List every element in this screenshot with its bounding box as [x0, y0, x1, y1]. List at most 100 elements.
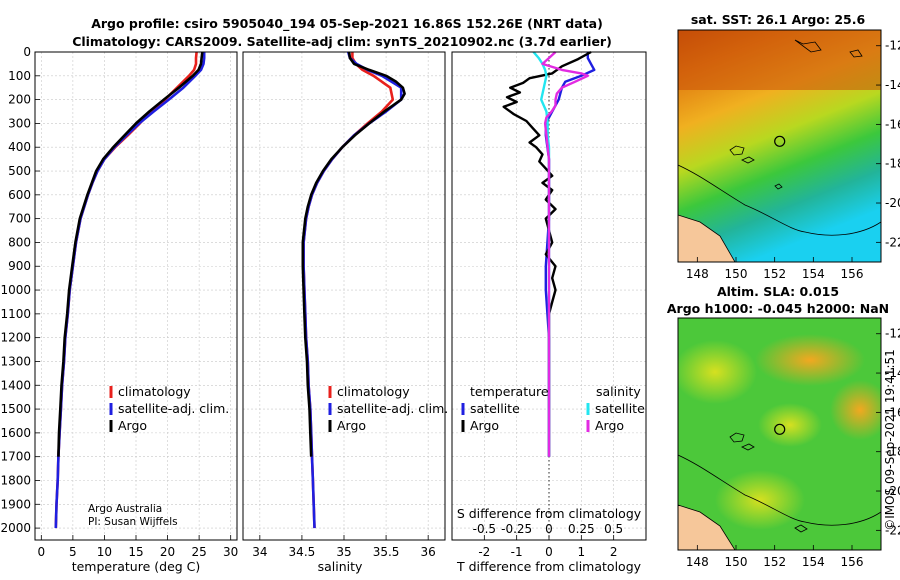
sla-float-marker [774, 423, 786, 435]
y-tick-label: 1900 [0, 497, 31, 511]
series-t-argo [502, 50, 592, 457]
salinity-grid [243, 51, 445, 540]
sla-high-5 [715, 470, 805, 530]
y-tick-label: 800 [8, 235, 31, 249]
s-tick-label: 0.25 [568, 522, 595, 536]
s-difference-x-ticks: -0.5 -0.25 0 0.25 0.5 [473, 522, 624, 536]
sla-map-title-1: Altim. SLA: 0.015 [717, 284, 839, 299]
sst-map-frame [677, 29, 882, 263]
sla-high-3 [830, 380, 881, 440]
sst-map: sat. SST: 26.1 Argo: 25.6 148 150 152 154 15… [677, 12, 900, 281]
lat-tick-label: -16 [885, 405, 900, 419]
legend-climatology-label: climatology [337, 384, 410, 399]
x-tick-label: 5 [69, 545, 77, 559]
temperature-x-label: temperature (deg C) [72, 559, 201, 574]
depth-y-ticks: 0 100 200 300 400 500 600 700 800 900 1000 1100 1200… [0, 45, 40, 535]
y-tick-label: 700 [8, 212, 31, 226]
x-tick-label: 25 [191, 545, 206, 559]
s-tick-label: -0.25 [501, 522, 532, 536]
salinity-panel: 34 34.5 35 35.5 36 salinity climatology sate… [242, 51, 448, 574]
difference-legend: temperature satellite Argo salinity sate… [461, 384, 645, 433]
salinity-x-ticks: 34 34.5 35 35.5 36 [252, 535, 436, 559]
lat-tick-label: -20 [885, 484, 900, 498]
lon-tick-label: 156 [841, 555, 864, 569]
y-tick-label: 300 [8, 116, 31, 130]
x-tick-label: -2 [478, 545, 490, 559]
y-tick-label: 1700 [0, 450, 31, 464]
lat-tick-label: -18 [885, 445, 900, 459]
y-tick-label: 1300 [0, 354, 31, 368]
s-tick-label: 0.5 [604, 522, 623, 536]
x-tick-label: 1 [578, 545, 586, 559]
sla-map-title-2: Argo h1000: -0.045 h2000: NaN [667, 301, 889, 316]
temperature-series [54, 51, 206, 529]
x-tick-label: 34.5 [289, 545, 316, 559]
series-t-satellite [544, 52, 596, 457]
lon-tick-label: 152 [763, 267, 786, 281]
series-argo [301, 51, 406, 457]
t-difference-x-ticks: -2 -1 0 1 2 [478, 535, 617, 559]
lat-tick-label: -22 [885, 523, 900, 537]
x-tick-label: 35 [336, 545, 351, 559]
lon-tick-label: 150 [725, 555, 748, 569]
lon-tick-label: 152 [763, 555, 786, 569]
y-tick-label: 100 [8, 69, 31, 83]
y-tick-label: 1500 [0, 402, 31, 416]
lat-tick-label: -12 [885, 39, 900, 53]
sst-land [678, 214, 736, 262]
legend-s-satellite-label: satellite [595, 401, 645, 416]
difference-panel: -2 -1 0 1 2 -0.5 -0.25 0 0.25 0.5 T difference f… [451, 50, 647, 574]
x-tick-label: -1 [511, 545, 523, 559]
difference-series [502, 50, 596, 457]
sst-shelf-contour [678, 164, 881, 236]
x-tick-label: 20 [160, 545, 175, 559]
temperature-panel: 0 5 10 15 20 25 30 0 100 200 300 400 500 600 700 800 90… [0, 45, 238, 574]
sst-float-marker [774, 135, 786, 147]
sst-map-title: sat. SST: 26.1 Argo: 25.6 [691, 12, 866, 27]
sla-shelf-contour [678, 454, 881, 526]
sla-reefs [729, 432, 808, 533]
y-tick-label: 600 [8, 188, 31, 202]
x-tick-label: 34 [252, 545, 267, 559]
y-tick-label: 200 [8, 93, 31, 107]
credit-line-1: Argo Australia [88, 503, 162, 515]
legend-t-argo-label: Argo [470, 418, 499, 433]
salinity-legend: climatology satellite-adj. clim. Argo [328, 384, 448, 433]
x-tick-label: 15 [128, 545, 143, 559]
header-line-2: Climatology: CARS2009. Satellite-adj cli… [72, 34, 612, 50]
sst-latitude-ticks: -12 -14 -16 -18 -20 -22 [876, 39, 900, 249]
lon-tick-label: 154 [802, 267, 825, 281]
y-tick-label: 1400 [0, 378, 31, 392]
lon-tick-label: 150 [725, 267, 748, 281]
legend-satellite-label: satellite-adj. clim. [337, 401, 448, 416]
x-tick-label: 35.5 [373, 545, 400, 559]
y-tick-label: 400 [8, 140, 31, 154]
x-tick-label: 0 [545, 545, 553, 559]
y-tick-label: 0 [23, 45, 31, 59]
legend-t-satellite-label: satellite [470, 401, 520, 416]
credit-line-2: PI: Susan Wijffels [88, 516, 178, 528]
lon-tick-label: 148 [686, 555, 709, 569]
series-argo [57, 51, 204, 457]
x-tick-label: 36 [421, 545, 436, 559]
y-tick-label: 500 [8, 164, 31, 178]
legend-s-argo-label: Argo [595, 418, 624, 433]
header-line-1: Argo profile: csiro 5905040_194 05-Sep-2… [91, 16, 603, 32]
t-difference-x-label: T difference from climatology [456, 559, 642, 574]
y-tick-label: 2000 [0, 521, 31, 535]
legend-argo-label: Argo [337, 418, 366, 433]
x-tick-label: 30 [223, 545, 238, 559]
salinity-x-label: salinity [318, 559, 363, 574]
lon-tick-label: 156 [841, 267, 864, 281]
x-tick-label: 0 [37, 545, 45, 559]
y-tick-label: 1600 [0, 426, 31, 440]
lat-tick-label: -22 [885, 235, 900, 249]
lat-tick-label: -14 [885, 78, 900, 92]
y-tick-label: 1200 [0, 331, 31, 345]
lon-tick-label: 148 [686, 267, 709, 281]
lat-tick-label: -20 [885, 196, 900, 210]
y-tick-label: 1800 [0, 473, 31, 487]
lat-tick-label: -16 [885, 117, 900, 131]
sla-longitude-ticks: 148 150 152 154 156 [686, 545, 864, 569]
s-tick-label: -0.5 [473, 522, 496, 536]
